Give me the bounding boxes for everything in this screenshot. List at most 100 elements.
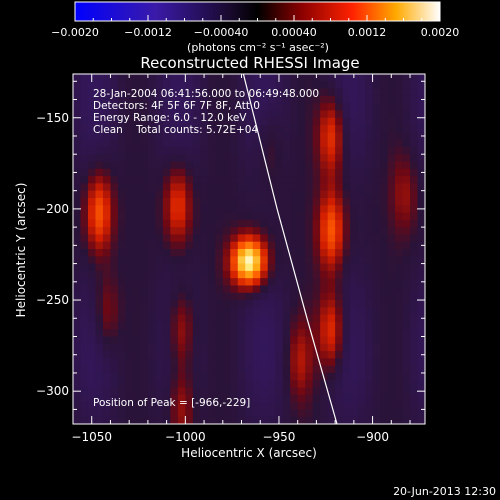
heatmap-cell [162,336,171,345]
heatmap-cell [267,212,276,221]
heatmap-cell [117,409,127,418]
heatmap-cell [192,372,201,381]
heatmap-cell [155,256,164,265]
heatmap-cell [357,132,366,141]
heatmap-cell [237,263,246,272]
heatmap-cell [237,110,246,119]
heatmap-cell [395,219,404,228]
heatmap-cell [207,146,216,155]
heatmap-cell [267,205,276,214]
heatmap-cell [117,139,127,148]
heatmap-cell [140,380,149,389]
heatmap-cell [237,117,246,126]
heatmap-cell [102,227,112,236]
heatmap-cell [245,343,254,352]
heatmap-cell [222,110,231,119]
heatmap-cell [395,292,404,301]
heatmap-cell [395,125,404,133]
heatmap-cell [170,416,179,424]
heatmap-cell [387,227,396,236]
heatmap-cell [402,351,411,359]
heatmap-cell [95,278,104,287]
heatmap-cell [185,409,194,418]
heatmap-cell [95,81,104,90]
heatmap-cell [282,219,291,228]
heatmap-cell [327,387,336,396]
heatmap-cell [170,234,179,243]
heatmap-cell [282,358,291,367]
heatmap-cell [267,125,276,133]
heatmap-cell [177,197,186,206]
heatmap-cell [380,343,389,352]
heatmap-cell [110,168,119,177]
heatmap-cell [305,307,314,316]
heatmap-cell [365,88,374,97]
heatmap-cell [267,81,276,90]
heatmap-cell [87,176,97,184]
heatmap-cell [147,358,156,367]
heatmap-cell [365,74,374,82]
heatmap-cell [387,256,396,265]
heatmap-cell [140,227,149,236]
heatmap-cell [335,146,344,155]
heatmap-cell [342,365,351,374]
heatmap-cell [192,241,201,250]
heatmap-cell [177,409,186,418]
heatmap-cell [192,387,201,396]
heatmap-cell [252,402,261,411]
heatmap-cell [395,74,404,82]
heatmap-cell [402,132,411,141]
heatmap-cell [410,351,419,359]
heatmap-cell [275,125,284,133]
heatmap-cell [147,263,156,272]
heatmap-cell [177,270,186,279]
heatmap-cell [132,161,142,170]
heatmap-cell [95,110,104,119]
heatmap-cell [245,74,254,82]
heatmap-cell [207,263,216,272]
heatmap-cell [87,307,97,316]
heatmap-cell [245,394,254,403]
heatmap-cell [117,103,127,112]
heatmap-cell [305,263,314,272]
heatmap-cell [372,88,381,97]
heatmap-cell [177,387,186,396]
heatmap-cell [260,300,269,308]
heatmap-cell [275,154,284,163]
heatmap-cell [132,278,142,287]
heatmap-cell [170,183,179,192]
heatmap-cell [312,146,321,155]
heatmap-cell [335,402,344,411]
heatmap-cell [230,358,239,367]
heatmap-cell [185,263,194,272]
heatmap-cell [125,307,134,316]
heatmap-cell [222,307,231,316]
heatmap-cell [275,409,284,418]
heatmap-cell [192,351,201,359]
heatmap-cell [252,358,261,367]
heatmap-cell [342,139,351,148]
heatmap-cell [410,190,419,199]
heatmap-cell [162,409,171,418]
heatmap-cell [87,161,97,170]
heatmap-cell [192,416,201,424]
heatmap-cell [357,241,366,250]
heatmap-cell [237,95,246,104]
heatmap-cell [170,343,179,352]
heatmap-cell [335,292,344,301]
heatmap-cell [350,387,359,396]
heatmap-cell [110,321,119,330]
heatmap-cell [102,321,112,330]
heatmap-cell [380,95,389,104]
heatmap-cell [357,329,366,338]
heatmap-cell [207,219,216,228]
heatmap-cell [222,117,231,126]
heatmap-cell [95,219,104,228]
heatmap-cell [342,249,351,257]
heatmap-cell [267,270,276,279]
heatmap-cell [95,321,104,330]
heatmap-cell [102,249,112,257]
heatmap-cell [207,387,216,396]
heatmap-cell [387,219,396,228]
heatmap-cell [365,219,374,228]
